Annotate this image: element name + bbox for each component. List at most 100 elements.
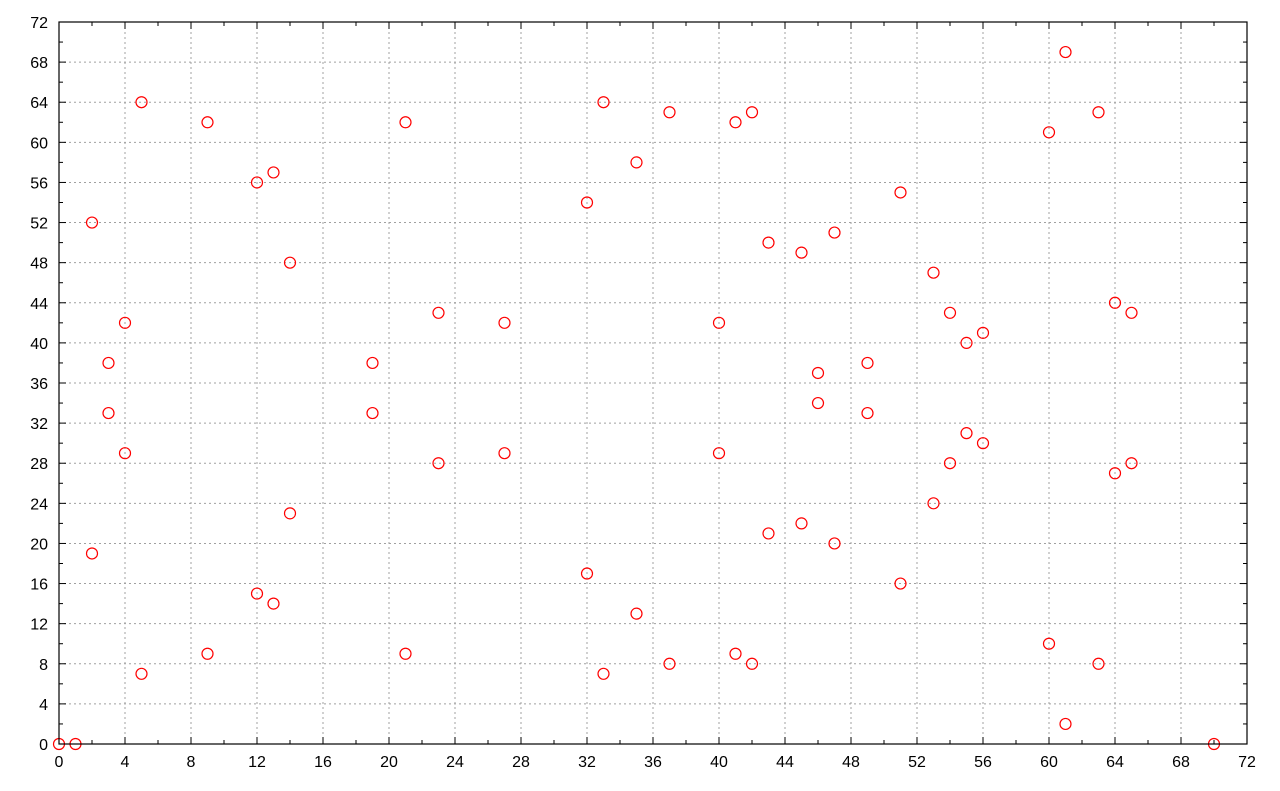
data-point: [927, 266, 940, 279]
data-point: [861, 406, 874, 420]
x-tick-label: 52: [908, 754, 926, 771]
data-point: [85, 216, 99, 229]
plot-frame: [58, 21, 1248, 745]
data-point: [366, 356, 379, 370]
data-point: [267, 166, 280, 179]
data-point: [1108, 467, 1122, 480]
data-point: [745, 106, 759, 119]
data-point: [960, 427, 973, 440]
x-tick-label: 4: [121, 754, 130, 771]
data-point: [580, 567, 594, 580]
data-point: [597, 667, 610, 680]
data-point: [828, 537, 841, 550]
data-point: [283, 507, 297, 520]
data-point: [498, 316, 511, 329]
y-tick-label: 60: [30, 135, 48, 152]
data-point: [811, 366, 825, 380]
data-point: [927, 497, 940, 510]
data-point: [712, 316, 726, 329]
y-tick-label: 52: [30, 216, 48, 233]
x-tick-label: 60: [1040, 754, 1058, 771]
data-point: [597, 96, 610, 109]
data-point: [118, 316, 132, 329]
data-point: [1042, 126, 1056, 139]
data-point: [432, 457, 445, 470]
data-point: [795, 246, 808, 259]
x-tick-label: 12: [248, 754, 266, 771]
data-point: [1125, 306, 1138, 319]
data-point: [1092, 106, 1105, 119]
data-point: [283, 256, 297, 269]
data-point: [1092, 657, 1105, 670]
x-tick-label: 72: [1238, 754, 1256, 771]
x-tick-label: 16: [314, 754, 332, 771]
data-point: [399, 647, 412, 660]
data-point: [861, 356, 874, 370]
y-tick-label: 8: [39, 657, 48, 674]
data-point: [1059, 717, 1072, 731]
data-point: [267, 597, 280, 610]
x-tick-label: 48: [842, 754, 860, 771]
y-tick-label: 24: [30, 496, 48, 513]
grid: [59, 22, 1247, 744]
x-tick-label: 64: [1106, 754, 1124, 771]
data-point: [960, 336, 973, 349]
data-point: [729, 647, 742, 660]
data-point: [1042, 637, 1056, 650]
x-tick-label: 24: [446, 754, 464, 771]
data-point: [135, 667, 148, 680]
data-point: [976, 437, 990, 450]
data-point: [712, 447, 726, 460]
data-point: [729, 116, 742, 129]
y-tick-label: 0: [39, 737, 48, 754]
data-point: [828, 226, 841, 239]
x-tick-label: 32: [578, 754, 596, 771]
y-tick-label: 48: [30, 256, 48, 273]
data-point: [894, 577, 907, 590]
data-point: [432, 306, 445, 319]
y-tick-label: 44: [30, 296, 48, 313]
y-tick-label: 28: [30, 456, 48, 473]
x-tick-label: 56: [974, 754, 992, 771]
data-point: [630, 156, 643, 169]
x-tick-label: 40: [710, 754, 728, 771]
y-tick-label: 72: [30, 15, 48, 32]
y-tick-label: 64: [30, 95, 48, 112]
x-tick-label: 44: [776, 754, 794, 771]
data-point: [976, 326, 990, 339]
y-tick-label: 68: [30, 55, 48, 72]
data-point: [250, 176, 264, 189]
data-point: [1059, 45, 1072, 59]
data-point: [135, 96, 148, 109]
y-tick-label: 40: [30, 336, 48, 353]
data-point: [1125, 457, 1138, 470]
y-tick-label: 36: [30, 376, 48, 393]
x-tick-label: 36: [644, 754, 662, 771]
data-point: [366, 406, 379, 420]
data-point: [201, 116, 214, 129]
data-point: [663, 657, 676, 670]
y-tick-label: 12: [30, 617, 48, 634]
data-point: [663, 106, 676, 119]
data-point: [1108, 296, 1122, 309]
data-point: [85, 547, 99, 560]
data-point: [943, 457, 957, 470]
y-tick-label: 20: [30, 536, 48, 553]
data-points: [52, 45, 1221, 751]
x-axis-tick-labels: 0 4 8 12 16 20 24 28 32 36 40 44 48 52 56 60 64 68 72: [55, 754, 1256, 771]
data-point: [745, 657, 759, 670]
y-tick-label: 16: [30, 577, 48, 594]
data-point: [498, 447, 511, 460]
data-point: [894, 186, 907, 199]
data-point: [762, 236, 775, 249]
x-tick-label: 28: [512, 754, 530, 771]
data-point: [102, 356, 115, 370]
data-point: [811, 396, 825, 410]
data-point: [399, 116, 412, 129]
x-tick-label: 8: [187, 754, 196, 771]
data-point: [580, 196, 594, 209]
data-point: [762, 527, 775, 540]
y-tick-label: 32: [30, 416, 48, 433]
